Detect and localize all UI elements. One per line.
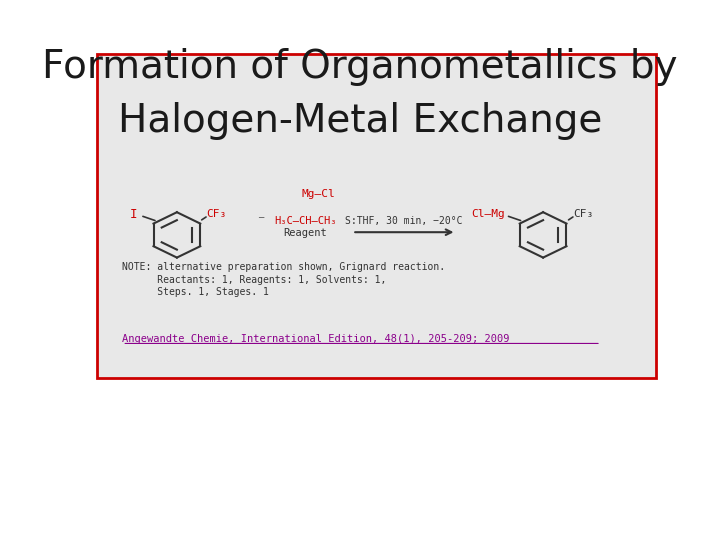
- Text: Halogen-Metal Exchange: Halogen-Metal Exchange: [118, 103, 602, 140]
- Text: CF₃: CF₃: [207, 210, 227, 219]
- Text: Angewandte Chemie, International Edition, 48(1), 205-209; 2009: Angewandte Chemie, International Edition…: [122, 334, 510, 343]
- Text: Reagent: Reagent: [284, 228, 328, 238]
- Text: Steps. 1, Stages. 1: Steps. 1, Stages. 1: [122, 287, 269, 297]
- Text: Formation of Organometallics by: Formation of Organometallics by: [42, 49, 678, 86]
- Text: S:THF, 30 min, −20°C: S:THF, 30 min, −20°C: [345, 217, 462, 226]
- Text: H₃C–CH–CH₃: H₃C–CH–CH₃: [274, 217, 337, 226]
- Text: Reactants: 1, Reagents: 1, Solvents: 1,: Reactants: 1, Reagents: 1, Solvents: 1,: [122, 275, 387, 285]
- Text: Cl–Mg: Cl–Mg: [472, 210, 505, 219]
- Text: CF₃: CF₃: [573, 210, 594, 219]
- Text: NOTE: alternative preparation shown, Grignard reaction.: NOTE: alternative preparation shown, Gri…: [122, 262, 446, 272]
- Text: I: I: [130, 208, 138, 221]
- Text: ⁻: ⁻: [257, 214, 264, 228]
- Text: Mg–Cl: Mg–Cl: [302, 190, 335, 199]
- FancyBboxPatch shape: [96, 54, 655, 378]
